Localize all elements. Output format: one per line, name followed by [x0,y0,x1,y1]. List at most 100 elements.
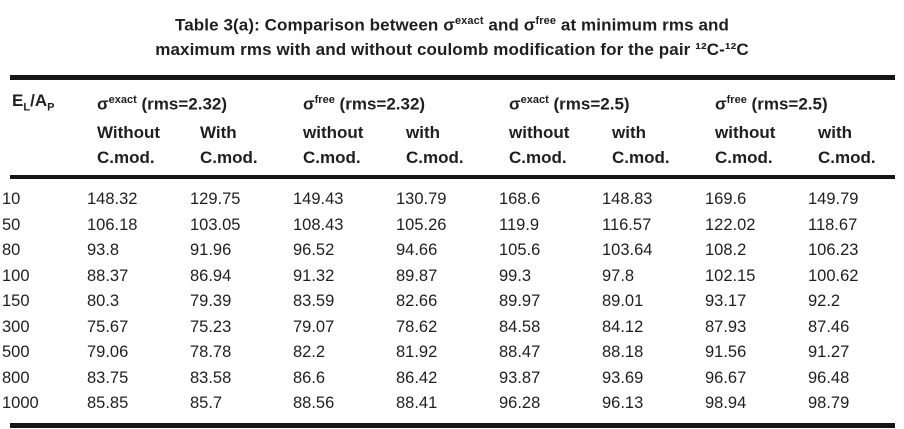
cross-section-value: 88.47 [499,343,541,362]
energy-value: 100 [2,266,30,285]
cross-section-value: 148.83 [602,190,653,209]
title-text: and [483,15,524,35]
cross-section-value: 119.9 [499,215,540,234]
superscript-free: free [535,15,557,27]
cmod-label: C.mod. [509,148,567,168]
cross-section-value: 80.3 [87,292,120,311]
sigma-symbol: σ [443,15,455,35]
cross-section-value: 96.28 [499,394,541,413]
empty-cell [12,145,97,170]
table-title: Table 3(a): Comparison between σexact an… [0,0,904,62]
cross-section-value: 94.66 [396,241,438,260]
subheader-without: without [303,123,364,143]
sigma-symbol: σ [523,15,536,35]
table-row: 500 79.06 78.78 82.2 81.92 88.47 88.18 91.56 91.… [0,340,904,366]
cross-section-value: 96.67 [705,368,747,387]
table-header: EL/AP σexact (rms=2.32) σfree (rms=2.32)… [0,80,904,175]
cross-section-value: 89.01 [602,292,644,311]
superscript-exact: exact [108,93,137,106]
top-rule [10,74,895,80]
title-line-2: maximum rms with and without coulomb mod… [155,39,749,59]
cmod-label: C.mod. [97,148,155,168]
cross-section-value: 86.6 [293,368,326,387]
superscript-exact: exact [520,93,549,106]
bottom-rule [10,422,895,428]
subheader-without: without [509,123,570,143]
title-text: Table 3(a): Comparison between [175,15,444,35]
table-row: 80 93.8 91.96 96.52 94.66 105.6 103.64 108.2 106… [0,238,904,264]
energy-a: A [34,90,48,110]
cross-section-value: 105.26 [396,215,447,234]
header-rule [10,175,895,180]
energy-column-header: EL/AP [12,88,97,120]
cross-section-value: 85.7 [190,394,223,413]
cross-section-value: 84.12 [602,317,644,336]
subheader-with: with [818,123,852,143]
rms-label: (rms=2.5) [746,94,828,114]
rms-label: (rms=2.5) [548,94,630,114]
table-row: 150 80.3 79.39 83.59 82.66 89.97 89.01 93.17 92.… [0,289,904,315]
cmod-label: C.mod. [818,148,876,168]
cmod-label: C.mod. [715,148,773,168]
cross-section-value: 149.79 [808,190,859,209]
table-row: 10 148.32 129.75 149.43 130.79 168.6 148.83 169… [0,187,904,213]
group-header-exact-25: σexact (rms=2.5) [509,88,715,120]
cross-section-value: 86.94 [190,266,232,285]
superscript-free: free [314,93,335,106]
group-header-free-232: σfree (rms=2.32) [303,88,509,120]
rms-label: (rms=2.32) [136,94,228,114]
sigma-symbol: σ [509,94,521,114]
table-row: 100 88.37 86.94 91.32 89.87 99.3 97.8 102.15 100… [0,264,904,290]
cross-section-value: 89.87 [396,266,438,285]
header-subrow-withwithout: Without With without with without with w… [10,120,895,145]
energy-value: 300 [2,317,30,336]
cross-section-value: 99.3 [499,266,532,285]
cross-section-value: 149.43 [293,190,344,209]
cross-section-value: 88.37 [87,266,129,285]
cross-section-value: 75.67 [87,317,129,336]
energy-value: 150 [2,292,30,311]
energy-value: 800 [2,368,30,387]
cross-section-value: 83.59 [293,292,335,311]
cross-section-value: 81.92 [396,343,438,362]
sigma-symbol: σ [715,94,727,114]
subheader-with: with [612,123,646,143]
cross-section-value: 82.2 [293,343,326,362]
subheader-with: With [200,123,237,143]
cross-section-value: 108.43 [293,215,344,234]
cross-section-value: 86.42 [396,368,438,387]
cross-section-value: 93.8 [87,241,120,260]
group-header-free-25: σfree (rms=2.5) [715,88,895,120]
cross-section-value: 89.97 [499,292,541,311]
cross-section-value: 78.62 [396,317,438,336]
title-line-1: Table 3(a): Comparison between σexact an… [0,9,904,38]
cross-section-value: 96.48 [808,368,850,387]
cross-section-value: 148.32 [87,190,138,209]
header-group-row: EL/AP σexact (rms=2.32) σfree (rms=2.32)… [10,88,895,120]
subscript-p: P [47,101,55,114]
rms-label: (rms=2.32) [334,94,426,114]
cross-section-value: 92.2 [808,292,841,311]
energy-value: 80 [2,241,21,260]
superscript-free: free [726,93,747,106]
energy-value: 10 [2,190,21,209]
empty-cell [12,120,97,145]
cross-section-value: 122.02 [705,215,756,234]
group-header-exact-232: σexact (rms=2.32) [97,88,303,120]
energy-value: 50 [2,215,21,234]
cross-section-value: 75.23 [190,317,232,336]
energy-e: E [12,90,24,110]
cross-section-value: 79.06 [87,343,129,362]
cross-section-value: 108.2 [705,241,747,260]
cross-section-value: 105.6 [499,241,541,260]
cross-section-value: 82.66 [396,292,438,311]
cross-section-value: 116.57 [602,215,652,234]
cross-section-value: 102.15 [705,266,756,285]
cross-section-value: 98.94 [705,394,747,413]
cross-section-value: 100.62 [808,266,859,285]
cross-section-value: 106.18 [87,215,138,234]
cmod-label: C.mod. [303,148,361,168]
table-row: 50 106.18 103.05 108.43 105.26 119.9 116.57 122… [0,213,904,239]
cross-section-value: 88.56 [293,394,335,413]
cross-section-value: 79.39 [190,292,232,311]
